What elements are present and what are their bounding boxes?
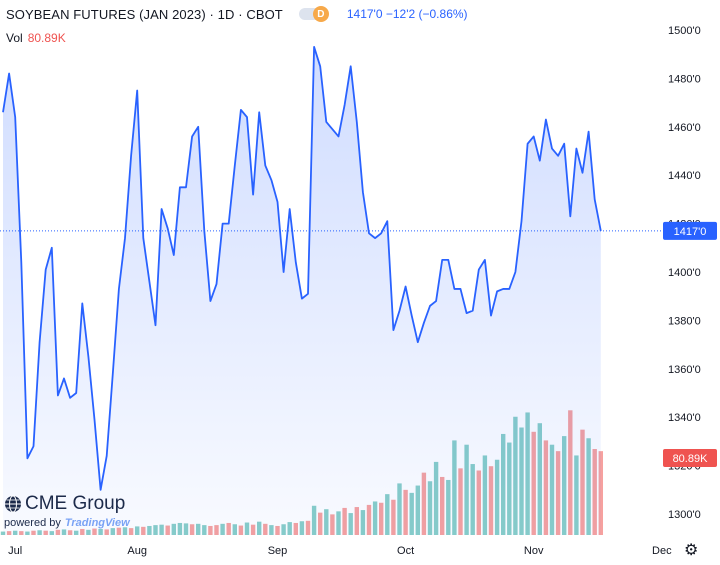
cme-logo[interactable]: CME Group powered by TradingView bbox=[4, 493, 130, 529]
status-badge[interactable]: D bbox=[298, 6, 329, 22]
y-tick-label: 1300'0 bbox=[668, 509, 701, 521]
symbol-title[interactable]: SOYBEAN FUTURES (JAN 2023) · 1D · CBOT bbox=[6, 6, 283, 22]
x-tick-label: Dec bbox=[652, 545, 672, 557]
x-tick-label: Jul bbox=[8, 545, 22, 557]
powered-by-label: powered by bbox=[4, 517, 61, 529]
gear-icon[interactable]: ⚙ bbox=[684, 542, 699, 559]
globe-icon bbox=[5, 495, 21, 513]
volume-legend: Vol 80.89K bbox=[6, 31, 66, 45]
x-tick-label: Aug bbox=[127, 545, 147, 557]
price-area-fill bbox=[3, 46, 601, 535]
current-volume-tag bbox=[663, 449, 717, 467]
y-tick-label: 1480'0 bbox=[668, 73, 701, 85]
delayed-badge: D bbox=[312, 6, 329, 22]
y-tick-label: 1400'0 bbox=[668, 267, 701, 279]
x-tick-label: Oct bbox=[397, 545, 414, 557]
y-tick-label: 1460'0 bbox=[668, 122, 701, 134]
chart-header: SOYBEAN FUTURES (JAN 2023) · 1D · CBOT D… bbox=[6, 6, 468, 22]
price-change: 1417'0 −12'2 (−0.86%) bbox=[346, 7, 468, 21]
current-price-tag bbox=[663, 221, 717, 240]
y-tick-label: 1360'0 bbox=[668, 364, 701, 376]
x-tick-label: Nov bbox=[524, 545, 544, 557]
y-tick-label: 1340'0 bbox=[668, 412, 701, 424]
current-price-label: 1417'0 bbox=[674, 226, 707, 238]
y-tick-label: 1500'0 bbox=[668, 25, 701, 37]
status-pill-icon bbox=[298, 8, 317, 20]
current-volume-label: 80.89K bbox=[673, 453, 709, 465]
volume-label: Vol bbox=[6, 31, 23, 45]
price-line bbox=[2, 46, 602, 491]
tradingview-link[interactable]: TradingView bbox=[64, 517, 130, 529]
y-tick-label: 1440'0 bbox=[668, 170, 701, 182]
brand-name: CME Group bbox=[25, 493, 126, 514]
volume-value: 80.89K bbox=[27, 31, 66, 45]
y-tick-label: 1380'0 bbox=[668, 315, 701, 327]
x-tick-label: Sep bbox=[268, 545, 288, 557]
